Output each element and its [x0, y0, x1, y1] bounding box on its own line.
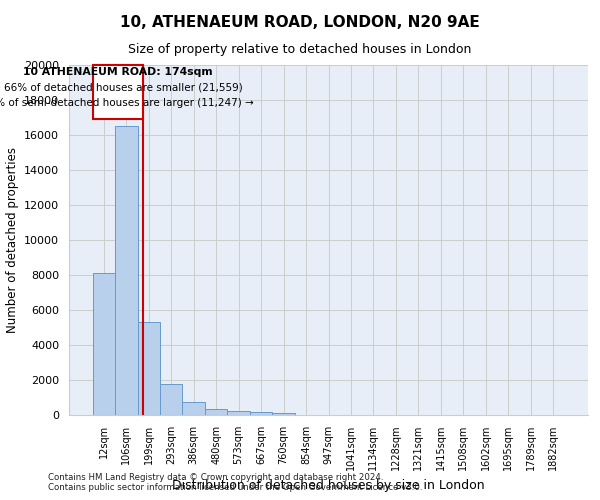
Bar	[272, 412, 295, 415]
Text: Size of property relative to detached houses in London: Size of property relative to detached ho…	[128, 42, 472, 56]
X-axis label: Distribution of detached houses by size in London: Distribution of detached houses by size …	[172, 478, 485, 492]
Bar	[92, 65, 143, 119]
Text: ← 66% of detached houses are smaller (21,559): ← 66% of detached houses are smaller (21…	[0, 82, 243, 92]
Bar	[115, 126, 137, 415]
Bar	[182, 402, 205, 415]
Bar	[227, 410, 250, 415]
Bar	[92, 273, 115, 415]
Bar	[205, 410, 227, 415]
Text: Contains public sector information licensed under the Open Government Licence v3: Contains public sector information licen…	[48, 484, 422, 492]
Text: 10 ATHENAEUM ROAD: 174sqm: 10 ATHENAEUM ROAD: 174sqm	[23, 66, 212, 76]
Bar	[250, 412, 272, 415]
Text: Contains HM Land Registry data © Crown copyright and database right 2024.: Contains HM Land Registry data © Crown c…	[48, 474, 383, 482]
Bar	[160, 384, 182, 415]
Text: 34% of semi-detached houses are larger (11,247) →: 34% of semi-detached houses are larger (…	[0, 98, 254, 108]
Y-axis label: Number of detached properties: Number of detached properties	[5, 147, 19, 333]
Text: 10, ATHENAEUM ROAD, LONDON, N20 9AE: 10, ATHENAEUM ROAD, LONDON, N20 9AE	[120, 15, 480, 30]
Bar	[137, 322, 160, 415]
